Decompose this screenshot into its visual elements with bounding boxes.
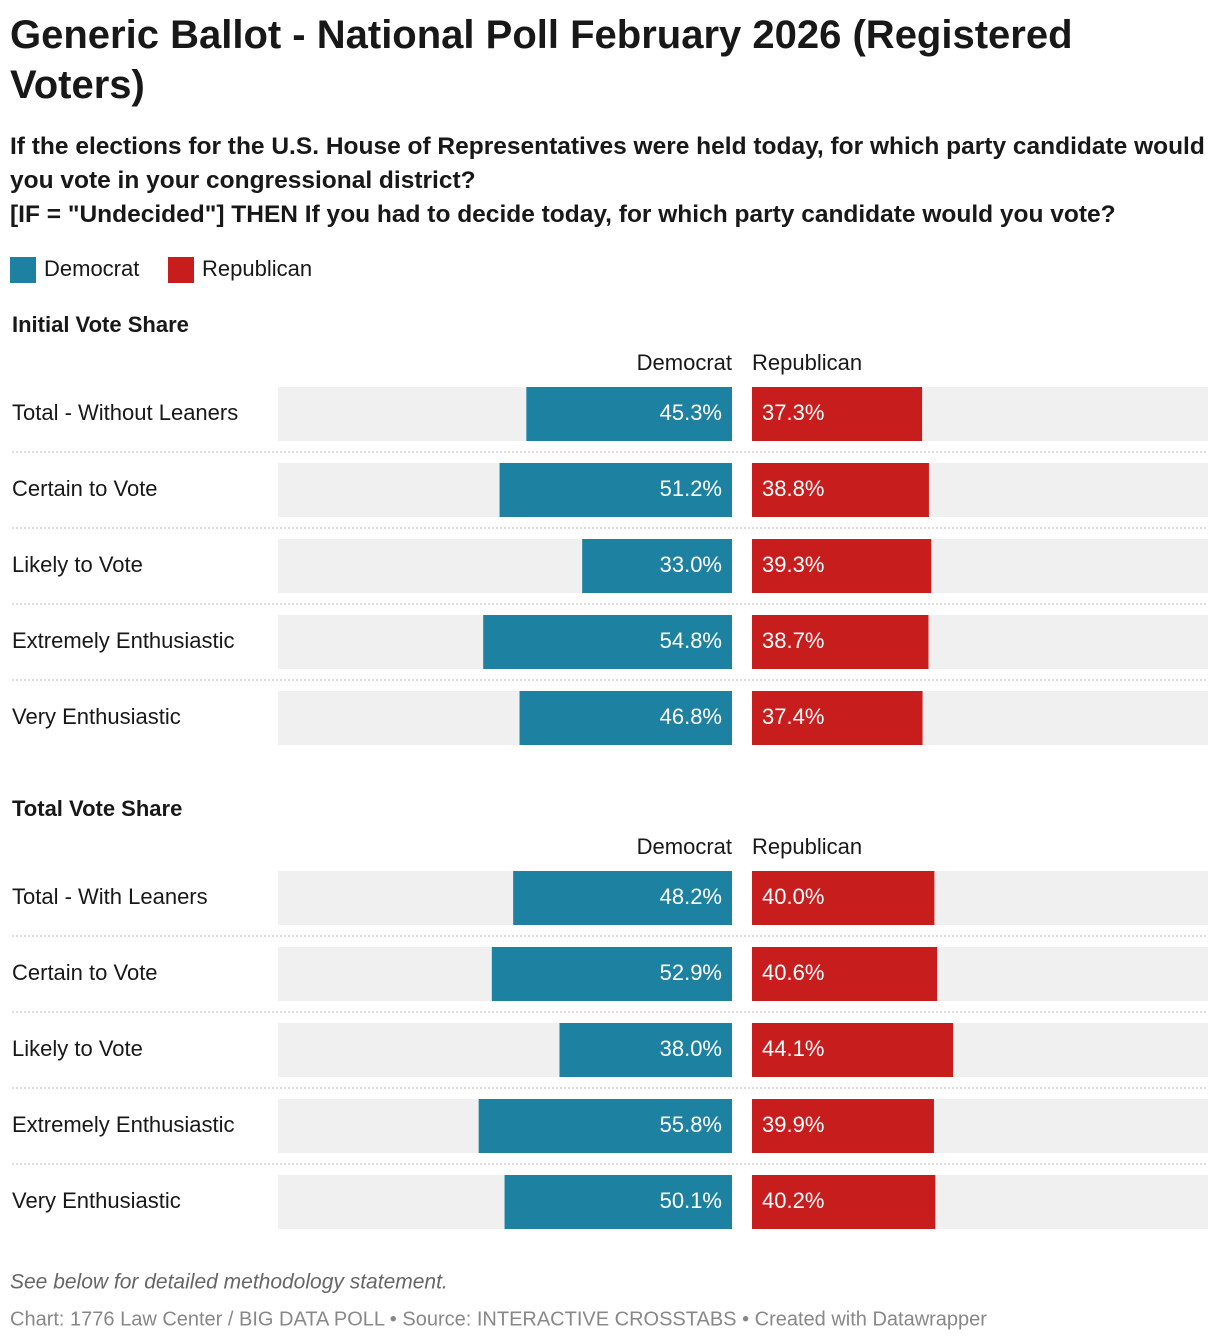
bar: [491, 947, 732, 1001]
row-label: Total - Without Leaners: [12, 400, 238, 425]
bar: [483, 615, 732, 669]
bar: [752, 871, 935, 925]
bar: [559, 1023, 732, 1077]
title: Generic Ballot - National Poll February …: [10, 13, 1073, 107]
bar: [519, 691, 732, 745]
notes: See below for detailed methodology state…: [10, 1271, 448, 1294]
value-label: 51.2%: [660, 476, 722, 501]
row-label: Total - With Leaners: [12, 884, 208, 909]
bar: [752, 1023, 954, 1077]
column-header: Republican: [752, 350, 862, 375]
value-label: 38.0%: [660, 1036, 722, 1061]
bar: [752, 947, 938, 1001]
value-label: 55.8%: [660, 1112, 722, 1137]
subtitle-line: [IF = "Undecided"] THEN If you had to de…: [10, 201, 1116, 228]
subtitle: If the elections for the U.S. House of R…: [10, 130, 1210, 232]
value-label: 45.3%: [660, 400, 722, 425]
bar: [752, 1099, 934, 1153]
bar: [752, 615, 929, 669]
value-label: 40.0%: [762, 884, 824, 909]
value-label: 52.9%: [660, 960, 722, 985]
value-label: 44.1%: [762, 1036, 824, 1061]
column-header: Democrat: [637, 350, 732, 375]
value-label: 39.9%: [762, 1112, 824, 1137]
panel-title: Total Vote Share: [12, 796, 182, 821]
bar: [504, 1175, 732, 1229]
bar: [499, 463, 732, 517]
value-label: 54.8%: [660, 628, 722, 653]
bar: [526, 387, 732, 441]
row-label: Very Enthusiastic: [12, 704, 181, 729]
value-label: 40.2%: [762, 1188, 824, 1213]
value-label: 37.3%: [762, 400, 824, 425]
source: Chart: 1776 Law Center / BIG DATA POLL •…: [10, 1308, 987, 1330]
value-label: 39.3%: [762, 552, 824, 577]
row-label: Extremely Enthusiastic: [12, 1112, 235, 1137]
legend-label: Republican: [202, 256, 312, 281]
value-label: 37.4%: [762, 704, 824, 729]
value-label: 40.6%: [762, 960, 824, 985]
row-label: Likely to Vote: [12, 1036, 143, 1061]
subtitle-line: If the elections for the U.S. House of R…: [10, 133, 1205, 194]
bar: [752, 387, 923, 441]
panel-title: Initial Vote Share: [12, 312, 189, 337]
bar: [582, 539, 732, 593]
bar: [752, 539, 932, 593]
bar: [752, 1175, 936, 1229]
value-label: 48.2%: [660, 884, 722, 909]
value-label: 38.7%: [762, 628, 824, 653]
bar: [752, 463, 929, 517]
row-label: Likely to Vote: [12, 552, 143, 577]
column-header: Republican: [752, 834, 862, 859]
value-label: 46.8%: [660, 704, 722, 729]
row-label: Certain to Vote: [12, 960, 158, 985]
row-label: Very Enthusiastic: [12, 1188, 181, 1213]
column-header: Democrat: [637, 834, 732, 859]
bar: [752, 691, 923, 745]
row-label: Certain to Vote: [12, 476, 158, 501]
bar: [513, 871, 732, 925]
value-label: 38.8%: [762, 476, 824, 501]
value-label: 50.1%: [660, 1188, 722, 1213]
bar: [478, 1099, 732, 1153]
legend-label: Democrat: [44, 256, 139, 281]
legend-swatch: [168, 257, 194, 283]
legend-swatch: [10, 257, 36, 283]
row-label: Extremely Enthusiastic: [12, 628, 235, 653]
value-label: 33.0%: [660, 552, 722, 577]
